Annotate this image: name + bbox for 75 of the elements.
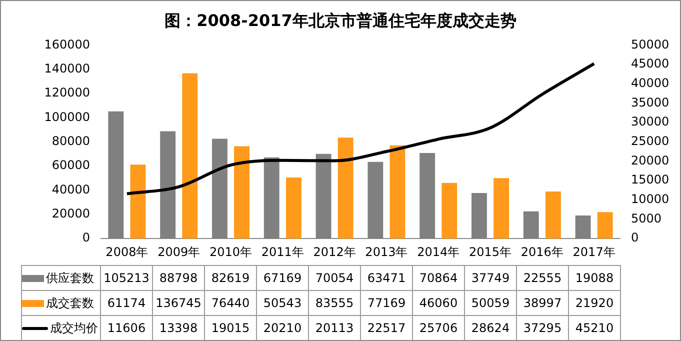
bar bbox=[390, 145, 406, 239]
data-label: 25706 bbox=[412, 316, 464, 340]
legend-label: 成交套数 bbox=[22, 290, 100, 316]
x-tick-label: 2014年 bbox=[417, 244, 460, 259]
y2-tick-label: 40000 bbox=[631, 76, 670, 90]
data-label: 22555 bbox=[516, 266, 568, 290]
y-tick-label: 60000 bbox=[52, 158, 90, 172]
y-tick-label: 140000 bbox=[44, 62, 90, 76]
data-label: 67169 bbox=[256, 266, 308, 290]
chart-title: 图：2008-2017年北京市普通住宅年度成交走势 bbox=[164, 10, 518, 32]
bar bbox=[442, 182, 458, 239]
data-label: 61174 bbox=[100, 290, 152, 316]
x-tick-label: 2016年 bbox=[520, 244, 564, 259]
data-label: 136745 bbox=[152, 290, 204, 316]
legend-label: 成交均价 bbox=[22, 316, 100, 340]
data-label: 76440 bbox=[204, 290, 256, 316]
x-tick-label: 2017年 bbox=[572, 244, 616, 259]
y2-tick-label: 20000 bbox=[631, 153, 670, 168]
data-label: 38997 bbox=[516, 290, 568, 316]
legend-label: 供应套数 bbox=[22, 266, 100, 290]
data-label: 63471 bbox=[360, 266, 412, 290]
data-label: 82619 bbox=[204, 266, 256, 290]
data-label: 50059 bbox=[464, 290, 516, 316]
bar bbox=[494, 178, 509, 239]
bar bbox=[338, 138, 354, 239]
data-label: 37295 bbox=[516, 316, 568, 340]
line-series bbox=[125, 62, 596, 196]
data-label: 37749 bbox=[464, 266, 516, 290]
y-tick-label: 20000 bbox=[52, 206, 90, 221]
y2-tick-label: 25000 bbox=[631, 134, 670, 148]
data-label: 70054 bbox=[308, 266, 360, 290]
data-label: 50543 bbox=[256, 290, 308, 316]
data-label: 70864 bbox=[412, 266, 464, 290]
bar bbox=[130, 164, 146, 239]
data-label: 45210 bbox=[568, 316, 620, 340]
data-label: 20113 bbox=[308, 316, 360, 340]
x-tick-label: 2015年 bbox=[468, 244, 512, 259]
y2-tick-label: 5000 bbox=[631, 211, 662, 226]
bar bbox=[234, 146, 250, 239]
x-tick-label: 2013年 bbox=[365, 244, 408, 259]
data-label: 105213 bbox=[100, 266, 152, 290]
y2-tick-label: 45000 bbox=[631, 56, 670, 71]
y-tick-label: 100000 bbox=[44, 110, 90, 124]
y-tick-label: 80000 bbox=[52, 134, 90, 148]
x-tick-label: 2008年 bbox=[106, 244, 148, 259]
y2-tick-label: 10000 bbox=[631, 192, 670, 206]
data-label: 19088 bbox=[568, 266, 620, 290]
x-tick-label: 2010年 bbox=[209, 244, 252, 259]
y-tick-label: 40000 bbox=[52, 182, 90, 196]
data-label: 21920 bbox=[568, 290, 620, 316]
y-tick-label: 160000 bbox=[44, 37, 90, 52]
data-label: 46060 bbox=[412, 290, 464, 316]
y-tick-label: 0 bbox=[82, 230, 90, 245]
y2-tick-label: 50000 bbox=[631, 37, 670, 52]
data-label: 20210 bbox=[256, 316, 308, 340]
x-tick-label: 2012年 bbox=[313, 244, 356, 259]
data-label: 83555 bbox=[308, 290, 360, 316]
data-label: 13398 bbox=[152, 316, 204, 340]
x-tick-label: 2009年 bbox=[158, 244, 200, 259]
bar bbox=[182, 73, 198, 239]
y2-tick-label: 0 bbox=[631, 230, 639, 245]
data-label: 11606 bbox=[100, 316, 152, 340]
y2-tick-label: 35000 bbox=[631, 95, 670, 110]
data-label: 77169 bbox=[360, 290, 412, 316]
y2-tick-label: 30000 bbox=[631, 114, 670, 129]
x-tick-label: 2011年 bbox=[261, 244, 304, 259]
bar bbox=[597, 212, 613, 239]
y2-tick-label: 15000 bbox=[631, 172, 670, 187]
data-label: 88798 bbox=[152, 266, 204, 290]
bar bbox=[545, 191, 561, 239]
data-label: 19015 bbox=[204, 316, 256, 340]
bar bbox=[286, 178, 302, 239]
y-tick-label: 120000 bbox=[44, 86, 90, 100]
data-label: 28624 bbox=[464, 316, 516, 340]
data-label: 22517 bbox=[360, 316, 412, 340]
